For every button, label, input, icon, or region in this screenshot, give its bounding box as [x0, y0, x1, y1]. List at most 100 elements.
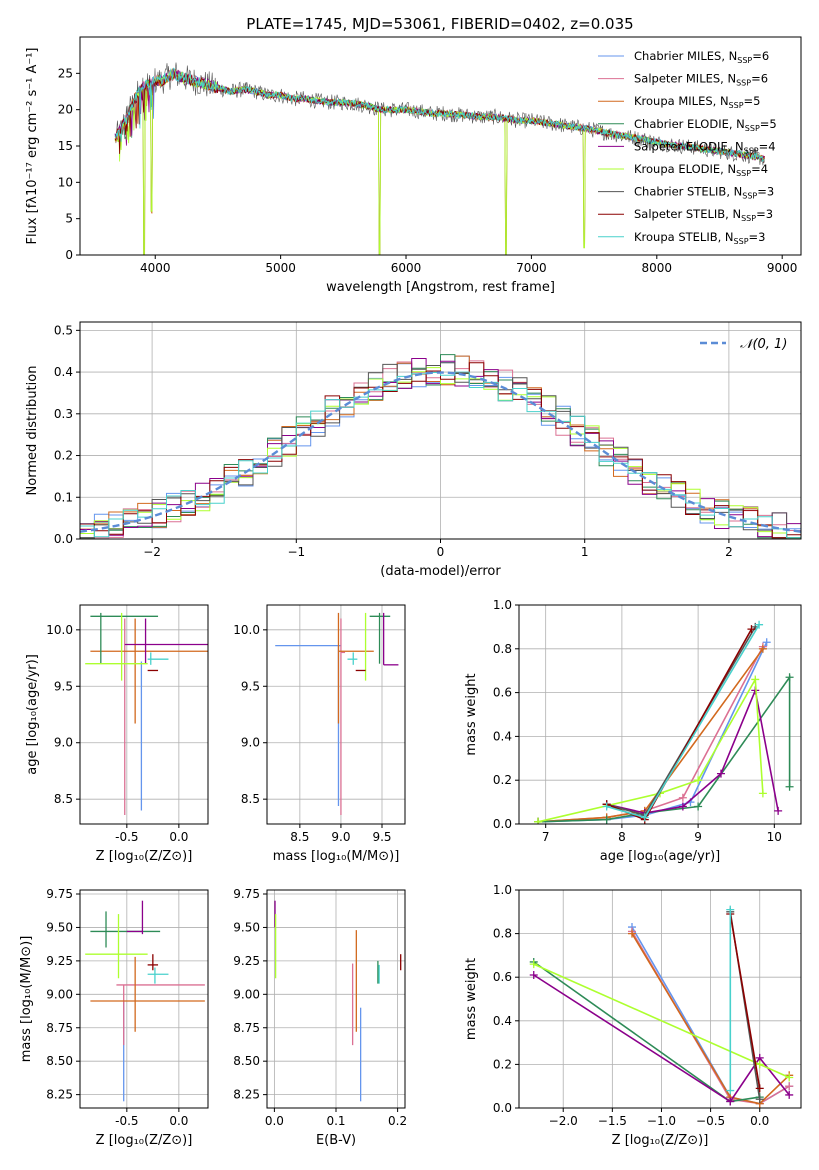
y-tick-label: 9.0 [54, 736, 73, 750]
y-axis-label: mass weight [464, 673, 479, 755]
x-tick-label: -0.5 [115, 1114, 138, 1128]
series-line [729, 913, 761, 1089]
x-tick-label: 5000 [265, 261, 296, 275]
plot-area [114, 62, 765, 255]
normal-curve [80, 371, 801, 533]
x-tick-label: 4000 [140, 261, 171, 275]
data-point [785, 1090, 794, 1099]
figure-title: PLATE=1745, MJD=53061, FIBERID=0402, z=0… [246, 15, 633, 33]
plot-area [85, 900, 205, 1102]
y-tick-label: 10.0 [233, 623, 260, 637]
legend-value: =4 [759, 139, 776, 153]
x-tick-label: 9 [694, 830, 702, 844]
y-tick-label: 9.5 [241, 679, 260, 693]
data-point [529, 960, 538, 969]
x-axis-label: Z [log₁₀(Z/Z⊙)] [612, 1133, 709, 1148]
y-tick-label: 5 [65, 212, 73, 226]
plot-area [274, 900, 402, 1102]
y-tick-label: 8.5 [54, 792, 73, 806]
series-line [606, 624, 760, 819]
x-axis-label: mass [log₁₀(M/M⊙)] [273, 849, 400, 864]
legend-value: =6 [752, 49, 769, 63]
legend-subscript: SSP [742, 192, 757, 201]
data-point [726, 905, 735, 914]
legend-label: Salpeter STELIB, NSSP=3 [634, 207, 773, 223]
y-tick-label: 9.5 [54, 679, 73, 693]
data-point [785, 1082, 794, 1091]
data-point [678, 802, 687, 811]
y-tick-label: 1.0 [493, 598, 512, 612]
y-tick-label: 9.50 [46, 920, 73, 934]
x-tick-label: 0.0 [750, 1114, 769, 1128]
y-tick-label: 0.3 [54, 407, 73, 421]
y-tick-label: 0.2 [493, 773, 512, 787]
mass-vs-metallicity-plot: -0.5 0.0 8.25 8.50 8.75 9.00 9.25 9.50 9.75 Z [lo… [19, 887, 209, 1148]
series-line [606, 687, 779, 814]
legend-value: =5 [760, 117, 777, 131]
y-tick-label: 0.1 [54, 490, 73, 504]
x-tick-label: 0 [437, 545, 445, 559]
y-tick-label: 8.25 [46, 1088, 73, 1102]
x-axis-label: Z [log₁₀(Z/Z⊙)] [96, 1133, 193, 1148]
x-axis-label: (data-model)/error [380, 564, 501, 579]
x-tick-label: 9.0 [331, 830, 350, 844]
y-tick-label: 9.00 [46, 987, 73, 1001]
x-tick-label: 0.0 [265, 1114, 284, 1128]
series-line [537, 676, 764, 823]
spectrum-plot: 4000 5000 6000 7000 8000 9000 0 5 10 15 20 25 wavele… [25, 36, 802, 295]
legend-label: Chabrier STELIB, NSSP=3 [634, 185, 774, 201]
x-tick-label: 8.5 [290, 830, 309, 844]
y-tick-label: 0.4 [493, 1014, 512, 1028]
x-tick-label: 0.2 [388, 1114, 407, 1128]
y-axis-label: Flux [fλ10⁻¹⁷ erg cm⁻² s⁻¹ A⁻¹] [25, 48, 40, 245]
y-tick-label: 9.00 [233, 987, 260, 1001]
legend-subscript: SSP [745, 124, 760, 133]
x-tick-label: −2.0 [549, 1114, 578, 1128]
y-tick-label: 8.50 [46, 1054, 73, 1068]
y-tick-label: 10 [58, 175, 73, 189]
y-tick-label: 9.25 [46, 954, 73, 968]
axes-frame [266, 604, 406, 825]
y-tick-label: 0.8 [493, 642, 512, 656]
legend-value: =3 [749, 230, 766, 244]
y-tick-label: 8.5 [241, 792, 260, 806]
y-tick-label: 8.75 [46, 1021, 73, 1035]
data-point [758, 644, 767, 653]
x-axis-label: wavelength [Angstrom, rest frame] [326, 280, 555, 295]
data-point [747, 625, 756, 634]
data-point [640, 813, 649, 822]
y-tick-label: 0.4 [54, 365, 73, 379]
legend-value: =6 [751, 72, 768, 86]
series-line [538, 648, 764, 823]
data-point [755, 1084, 764, 1093]
x-tick-label: 0.1 [326, 1114, 345, 1128]
x-tick-label: 1 [581, 545, 589, 559]
x-tick-label: 2 [725, 545, 733, 559]
data-point [694, 802, 703, 811]
x-tick-label: 7 [542, 830, 550, 844]
y-tick-label: 8.25 [233, 1088, 260, 1102]
x-tick-label: −1.0 [647, 1114, 676, 1128]
y-tick-label: 15 [58, 139, 73, 153]
legend-subscript: SSP [736, 169, 751, 178]
y-tick-label: 8.50 [233, 1054, 260, 1068]
y-tick-label: 9.75 [46, 887, 73, 901]
y-tick-label: 0 [65, 248, 73, 262]
y-tick-label: 10.0 [46, 623, 73, 637]
series-line [538, 674, 791, 823]
legend-subscript: SSP [737, 56, 752, 65]
data-point [602, 815, 611, 824]
x-tick-label: −1 [287, 545, 305, 559]
data-point [694, 776, 703, 785]
x-axis-label: age [log₁₀(age/yr)] [600, 849, 721, 864]
legend-label: Salpeter ELODIE, NSSP=4 [634, 139, 776, 155]
y-tick-label: 0.2 [54, 449, 73, 463]
data-point [726, 1097, 735, 1106]
y-axis-label: age [log₁₀(age/yr)] [25, 654, 40, 775]
spectrum-line [114, 67, 765, 163]
y-tick-label: 9.0 [241, 736, 260, 750]
x-tick-label: 9.5 [372, 830, 391, 844]
plot-area [534, 620, 794, 824]
series-line [606, 626, 756, 817]
